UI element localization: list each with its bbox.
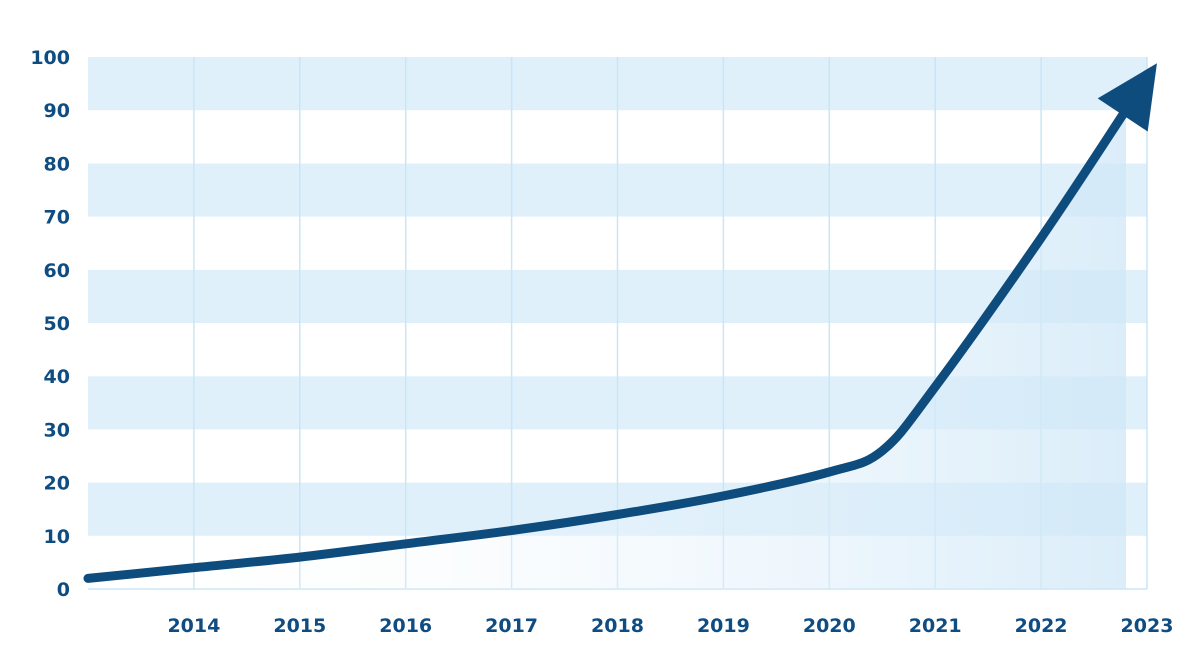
y-tick-label-70: 70	[44, 207, 70, 229]
y-tick-label-80: 80	[44, 153, 70, 175]
y-tick-label-20: 20	[44, 473, 70, 495]
x-tick-label-2014: 2014	[167, 615, 220, 637]
y-tick-label-10: 10	[44, 526, 70, 548]
y-axis-tick-labels: 0 10 20 30 40 50 60 70 80 90 100	[30, 47, 70, 601]
x-tick-label-2017: 2017	[485, 615, 538, 637]
x-tick-label-2023: 2023	[1121, 615, 1174, 637]
y-tick-label-50: 50	[44, 313, 70, 335]
x-tick-label-2020: 2020	[803, 615, 856, 637]
y-tick-label-90: 90	[44, 100, 70, 122]
y-tick-label-60: 60	[44, 260, 70, 282]
y-tick-label-30: 30	[44, 419, 70, 441]
x-tick-label-2019: 2019	[697, 615, 750, 637]
x-tick-label-2016: 2016	[379, 615, 432, 637]
x-tick-label-2022: 2022	[1015, 615, 1068, 637]
x-tick-label-2018: 2018	[591, 615, 644, 637]
y-tick-label-100: 100	[30, 47, 70, 69]
y-tick-label-0: 0	[57, 579, 70, 601]
series-line	[83, 63, 1157, 583]
arrowhead-icon	[1097, 63, 1157, 132]
x-tick-label-2015: 2015	[273, 615, 326, 637]
y-tick-label-40: 40	[44, 366, 70, 388]
x-tick-label-2021: 2021	[909, 615, 962, 637]
area-under-curve	[88, 109, 1126, 590]
area-fill	[88, 109, 1126, 590]
series-line-path	[83, 105, 1131, 583]
x-axis-tick-labels: 2014 2015 2016 2017 2018 2019 2020 2021 2022 2023	[167, 615, 1173, 637]
